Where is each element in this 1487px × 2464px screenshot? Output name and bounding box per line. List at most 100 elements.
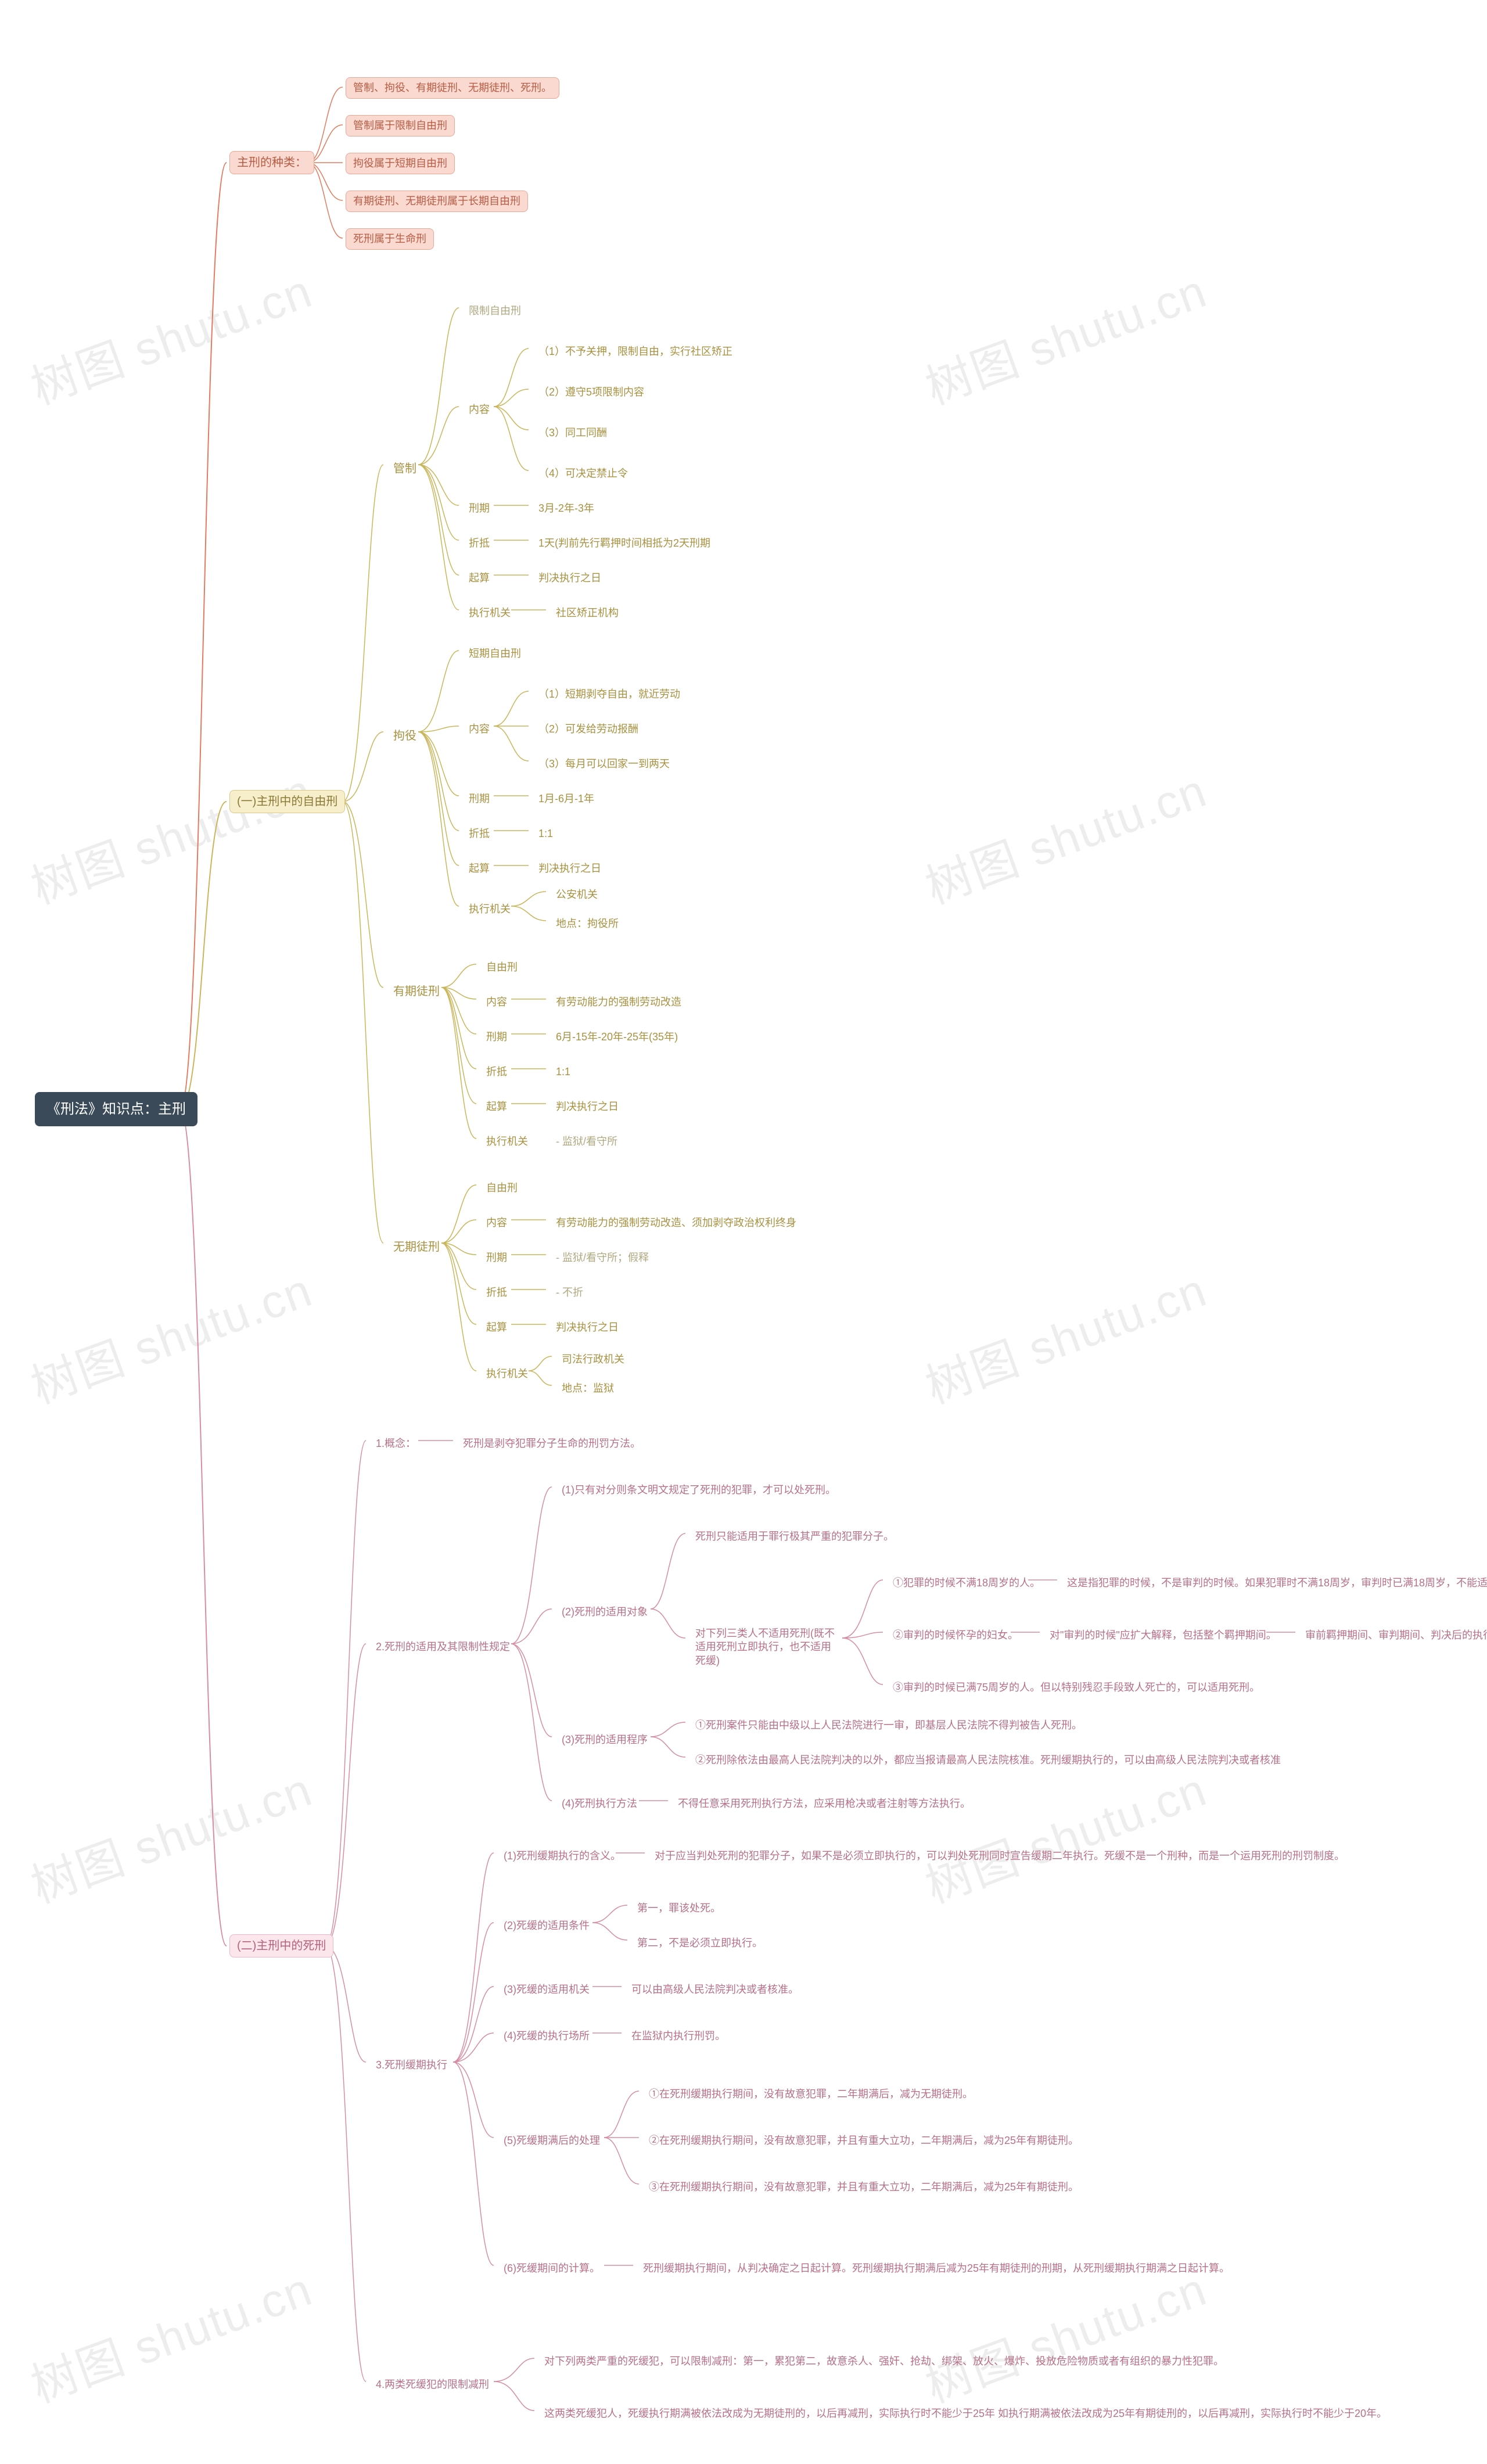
- n1-value: 死刑是剥夺犯罪分子生命的刑罚方法。: [456, 1434, 648, 1454]
- youqi-zxjg-value: - 监狱/看守所: [549, 1132, 624, 1152]
- n2-i2-b-item2-n2: 审前羁押期间、审判期间、判决后的执行期间: [1298, 1625, 1487, 1646]
- wuqi-nr-label: 内容: [479, 1213, 514, 1233]
- wuqi-qs-label: 起算: [479, 1317, 514, 1338]
- n3-i2-item: 第一，罪该处死。: [630, 1898, 728, 1919]
- n3-i1-value: 对于应当判处死刑的犯罪分子，如果不是必须立即执行的，可以判处死刑同时宣告缓期二年…: [648, 1846, 1352, 1866]
- juyi-nr-item: （1）短期剥夺自由，就近劳动: [531, 684, 687, 705]
- guanzhi-nr-item: （4）可决定禁止令: [531, 464, 635, 484]
- branch1-item[interactable]: 死刑属于生命刑: [346, 228, 434, 250]
- juyi-xq-value: 1月-6月-1年: [531, 789, 601, 809]
- guanzhi-xq-label: 刑期: [462, 498, 497, 519]
- youqi-zxjg-label: 执行机关: [479, 1132, 535, 1152]
- guanzhi-xq-value: 3月-2年-3年: [531, 498, 601, 519]
- n3-i2-item: 第二，不是必须立即执行。: [630, 1933, 770, 1953]
- guanzhi-zd-value: 1天(判前先行羁押时间相抵为2天刑期: [531, 533, 717, 554]
- youqi-xq-label: 刑期: [479, 1027, 514, 1047]
- branch2-label[interactable]: (一)主刑中的自由刑: [229, 790, 345, 813]
- wuqi-qs-value: 判决执行之日: [549, 1317, 626, 1338]
- watermark: 树图 shutu.cn: [915, 753, 1215, 917]
- guanzhi-qs-label: 起算: [462, 568, 497, 588]
- guanzhi-qs-value: 判决执行之日: [531, 568, 608, 588]
- wuqi-label[interactable]: 无期徒刑: [386, 1236, 447, 1258]
- n2-i3-label: (3)死刑的适用程序: [555, 1730, 655, 1750]
- juyi-nr-item: （2）可发给劳动报酬: [531, 719, 645, 739]
- root-node[interactable]: 《刑法》知识点：主刑: [35, 1092, 197, 1126]
- youqi-xz: 自由刑: [479, 957, 525, 978]
- n2-i3-item: ①死刑案件只能由中级以上人民法院进行一审，即基层人民法院不得判被告人死刑。: [688, 1715, 1089, 1736]
- n4-i1: 对下列两类严重的死缓犯，可以限制减刑：第一，累犯第二，故意杀人、强奸、抢劫、绑架…: [537, 2351, 1231, 2372]
- juyi-zd-label: 折抵: [462, 824, 497, 844]
- youqi-xq-value: 6月-15年-20年-25年(35年): [549, 1027, 685, 1047]
- n2-i2-b-item1: ①犯罪的时候不满18周岁的人。: [886, 1573, 1047, 1593]
- n3-i3-value: 可以由高级人民法院判决或者核准。: [624, 1980, 806, 2000]
- n2-i2-a: 死刑只能适用于罪行极其严重的犯罪分子。: [688, 1526, 901, 1547]
- watermark: 树图 shutu.cn: [20, 1253, 320, 1417]
- n2-i2-b-item2: ②审判的时候怀孕的妇女。: [886, 1625, 1025, 1646]
- n2-i2-b-item2-n1: 对"审判的时候"应扩大解释，包括整个羁押期间。: [1043, 1625, 1284, 1646]
- wuqi-zxjg-item: 司法行政机关: [555, 1349, 631, 1370]
- youqi-nr-label: 内容: [479, 992, 514, 1012]
- n4-label: 4.两类死缓犯的限制减刑: [369, 2375, 496, 2395]
- n3-i5-item: ②在死刑缓期执行期间，没有故意犯罪，并且有重大立功，二年期满后，减为25年有期徒…: [642, 2131, 1086, 2151]
- wuqi-zd-label: 折抵: [479, 1283, 514, 1303]
- n3-i2-label: (2)死缓的适用条件: [497, 1916, 597, 1936]
- guanzhi-nr-item: （1）不予关押，限制自由，实行社区矫正: [531, 342, 739, 362]
- n2-i1: (1)只有对分则条文明文规定了死刑的犯罪，才可以处死刑。: [555, 1480, 843, 1500]
- n3-i5-item: ①在死刑缓期执行期间，没有故意犯罪，二年期满后，减为无期徒刑。: [642, 2084, 980, 2104]
- guanzhi-nr-item: （2）遵守5项限制内容: [531, 382, 651, 403]
- n3-i1-label: (1)死刑缓期执行的含义。: [497, 1846, 628, 1866]
- wuqi-xq-value: - 监狱/看守所；假释: [549, 1248, 656, 1268]
- guanzhi-nr-item: （3）同工同酬: [531, 423, 614, 443]
- n3-i4-value: 在监狱内执行刑罚。: [624, 2026, 732, 2046]
- juyi-xq-label: 刑期: [462, 789, 497, 809]
- n2-i4-value: 不得任意采用死刑执行方法，应采用枪决或者注射等方法执行。: [671, 1794, 978, 1814]
- youqi-zd-value: 1:1: [549, 1062, 577, 1082]
- guanzhi-zd-label: 折抵: [462, 533, 497, 554]
- juyi-zd-value: 1:1: [531, 824, 560, 844]
- juyi-qs-value: 判决执行之日: [531, 859, 608, 879]
- n2-i2-b-label: 对下列三类人不适用死刑(既不适用死刑立即执行，也不适用死缓): [688, 1623, 845, 1671]
- juyi-nr-item: （3）每月可以回家一到两天: [531, 754, 677, 774]
- wuqi-nr-value: 有劳动能力的强制劳动改造、须加剥夺政治权利终身: [549, 1213, 803, 1233]
- juyi-zxjg-item: 地点：拘役所: [549, 914, 626, 934]
- n2-i2-b-item3: ③审判的时候已满75周岁的人。但以特别残忍手段致人死亡的，可以适用死刑。: [886, 1678, 1267, 1698]
- juyi-zxjg-item: 公安机关: [549, 885, 605, 905]
- juyi-qs-label: 起算: [462, 859, 497, 879]
- guanzhi-xz: 限制自由刑: [462, 301, 528, 321]
- branch1-item[interactable]: 有期徒刑、无期徒刑属于长期自由刑: [346, 191, 528, 212]
- n3-i5-item: ③在死刑缓期执行期间，没有故意犯罪，并且有重大立功，二年期满后，减为25年有期徒…: [642, 2177, 1086, 2197]
- branch3-label[interactable]: (二)主刑中的死刑: [229, 1934, 333, 1957]
- youqi-nr-value: 有劳动能力的强制劳动改造: [549, 992, 688, 1012]
- branch1-item[interactable]: 管制、拘役、有期徒刑、无期徒刑、死刑。: [346, 77, 559, 99]
- juyi-nr-label: 内容: [462, 719, 497, 739]
- branch1-item[interactable]: 管制属于限制自由刑: [346, 115, 455, 137]
- youqi-zd-label: 折抵: [479, 1062, 514, 1082]
- n1-label: 1.概念：: [369, 1434, 423, 1454]
- n3-i6-label: (6)死缓期间的计算。: [497, 2258, 607, 2279]
- n2-i2-b-item1-n1: 这是指犯罪的时候，不是审判的时候。如果犯罪时不满18周岁，审判时已满18周岁，不…: [1060, 1573, 1487, 1593]
- wuqi-xq-label: 刑期: [479, 1248, 514, 1268]
- watermark: 树图 shutu.cn: [915, 1253, 1215, 1417]
- juyi-label[interactable]: 拘役: [386, 725, 423, 747]
- n3-i3-label: (3)死缓的适用机关: [497, 1980, 597, 2000]
- youqi-label[interactable]: 有期徒刑: [386, 980, 447, 1003]
- wuqi-zd-value: - 不折: [549, 1283, 590, 1303]
- branch1-label[interactable]: 主刑的种类：: [229, 151, 314, 174]
- guanzhi-zxjg-label: 执行机关: [462, 603, 518, 623]
- juyi-zxjg-label: 执行机关: [462, 899, 518, 919]
- n2-label: 2.死刑的适用及其限制性规定: [369, 1637, 517, 1657]
- guanzhi-zxjg-value: 社区矫正机构: [549, 603, 626, 623]
- n3-i6-value: 死刑缓期执行期间，从判决确定之日起计算。死刑缓期执行期满后减为25年有期徒刑的刑…: [636, 2258, 1237, 2279]
- n3-i4-label: (4)死缓的执行场所: [497, 2026, 597, 2046]
- guanzhi-label[interactable]: 管制: [386, 458, 423, 480]
- n4-i2: 这两类死缓犯人，死缓执行期满被依法改成为无期徒刑的，以后再减刑，实际执行时不能少…: [537, 2404, 1394, 2424]
- watermark: 树图 shutu.cn: [20, 753, 320, 917]
- wuqi-xz: 自由刑: [479, 1178, 525, 1198]
- n2-i3-item: ②死刑除依法由最高人民法院判决的以外，都应当报请最高人民法院核准。死刑缓期执行的…: [688, 1750, 1288, 1770]
- guanzhi-nr-label: 内容: [462, 400, 497, 420]
- wuqi-zxjg-item: 地点：监狱: [555, 1378, 621, 1399]
- branch1-item[interactable]: 拘役属于短期自由刑: [346, 153, 455, 174]
- watermark: 树图 shutu.cn: [915, 254, 1215, 418]
- watermark: 树图 shutu.cn: [20, 254, 320, 418]
- wuqi-zxjg-label: 执行机关: [479, 1364, 535, 1384]
